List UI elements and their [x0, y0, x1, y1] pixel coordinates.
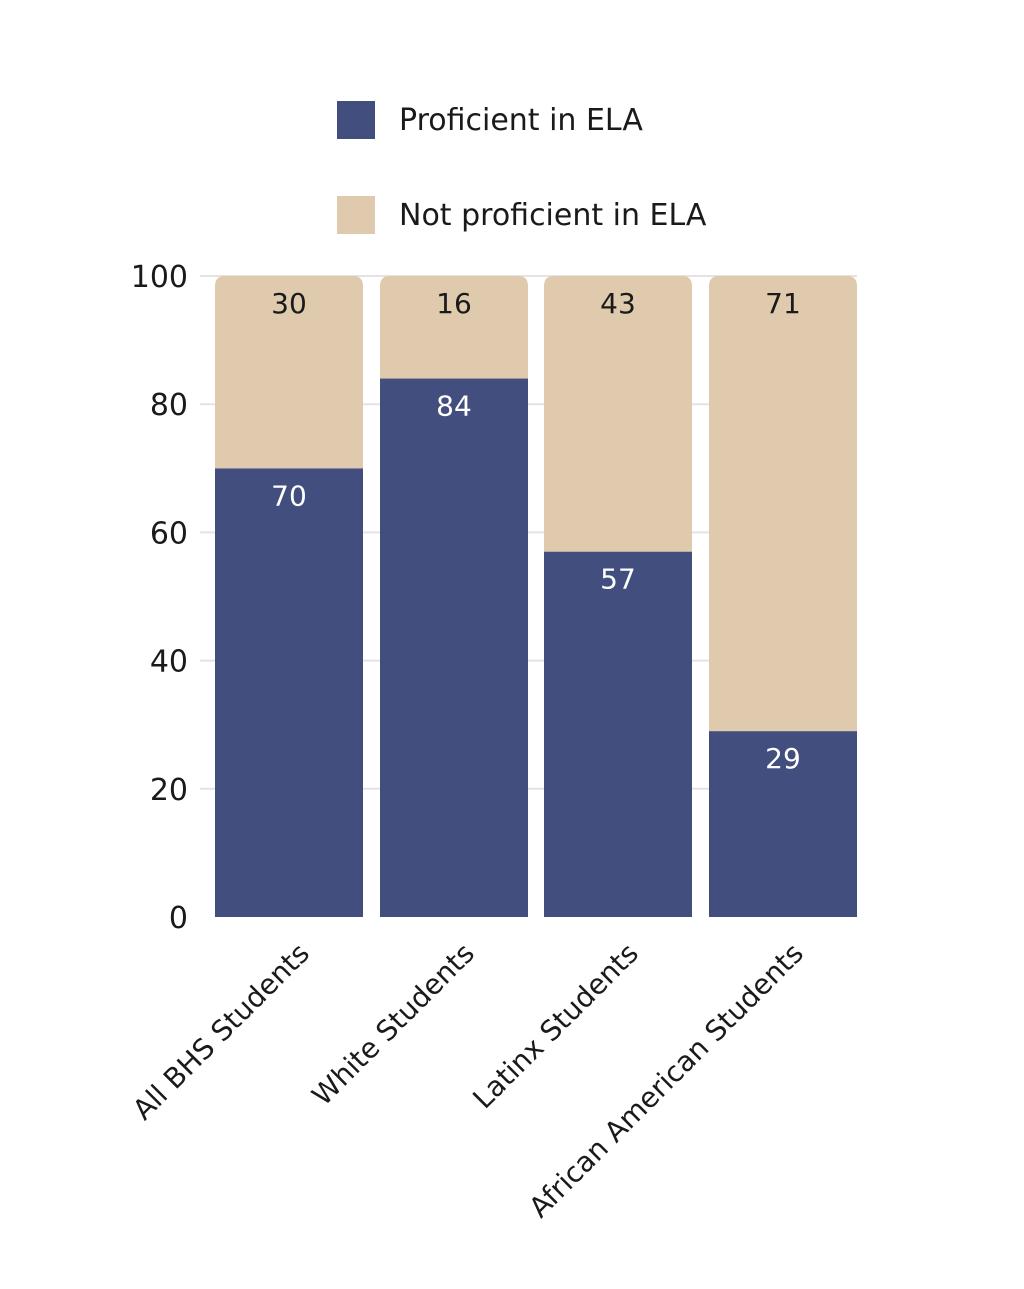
x-tick-label: White Students: [305, 937, 480, 1112]
bar-segment-not-proficient-in-ela: [544, 276, 692, 552]
legend-swatch: [337, 196, 375, 234]
bar-segment-not-proficient-in-ela: [709, 276, 857, 732]
y-tick-label: 40: [150, 645, 188, 680]
y-tick-label: 100: [131, 260, 188, 295]
bar-segment-proficient-in-ela: [380, 378, 528, 917]
data-label: 70: [271, 479, 307, 512]
data-label: 57: [600, 563, 636, 596]
y-tick-label: 60: [150, 516, 188, 551]
data-label: 43: [600, 287, 636, 320]
bar-segment-proficient-in-ela: [215, 468, 363, 917]
legend: Proficient in ELA Not proficient in ELA: [337, 101, 707, 234]
y-axis-ticks: 0 20 40 60 80 100: [131, 260, 188, 936]
data-label: 71: [765, 287, 801, 320]
bar-segment-not-proficient-in-ela: [215, 276, 363, 469]
y-tick-label: 20: [150, 773, 188, 808]
x-tick-label: All BHS Students: [126, 937, 316, 1127]
y-tick-label: 80: [150, 388, 188, 423]
legend-label: Not proficient in ELA: [399, 198, 707, 233]
bar-segment-proficient-in-ela: [709, 731, 857, 917]
data-label: 29: [765, 742, 801, 775]
legend-swatch: [337, 101, 375, 139]
bar-segment-proficient-in-ela: [544, 551, 692, 917]
data-label: 84: [436, 390, 472, 423]
data-label: 30: [271, 287, 307, 320]
data-label: 16: [436, 287, 472, 320]
x-tick-label: Latinx Students: [466, 937, 645, 1116]
bar-segment-not-proficient-in-ela: [380, 276, 528, 379]
bars: 70 30 84 16 57 43 29 71: [215, 276, 857, 917]
legend-label: Proficient in ELA: [399, 103, 643, 138]
x-tick-label: African American Students: [523, 937, 810, 1224]
y-tick-label: 0: [169, 901, 188, 936]
